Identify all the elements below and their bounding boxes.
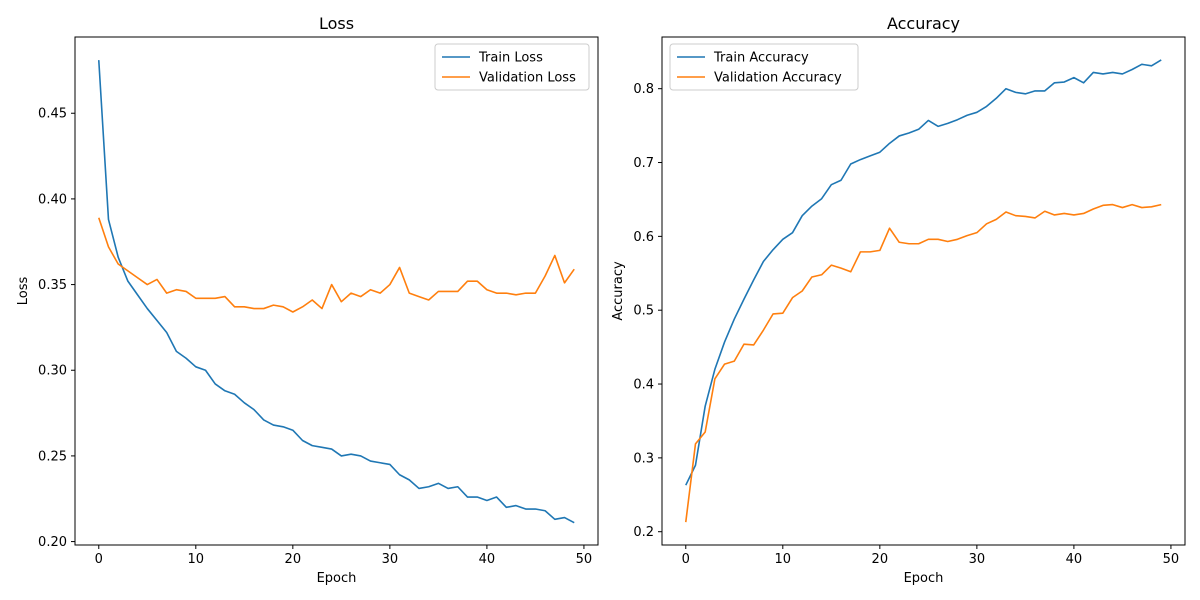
accuracy-x-axis-label: Epoch — [904, 571, 944, 586]
loss-legend-label-validation: Validation Loss — [479, 71, 576, 86]
accuracy-x-tick-label: 20 — [872, 552, 889, 567]
accuracy-plot-area: 0 10 20 30 40 50 0.2 0.3 0.4 0.5 0.6 0.7 0.8 Train Ac… — [633, 36, 1186, 567]
accuracy-x-tick-label: 50 — [1163, 552, 1180, 567]
loss-y-axis-label: Loss — [16, 277, 31, 306]
accuracy-y-tick-label: 0.4 — [633, 378, 654, 393]
accuracy-legend-label-train: Train Accuracy — [713, 51, 809, 66]
accuracy-x-tick-label: 0 — [682, 552, 690, 567]
accuracy-y-tick-label: 0.2 — [633, 525, 654, 540]
loss-y-tick-label: 0.30 — [38, 364, 67, 379]
accuracy-legend-box — [669, 43, 859, 91]
loss-x-tick-label: 20 — [285, 552, 302, 567]
accuracy-series-line-train — [685, 59, 1162, 486]
loss-y-tick-label: 0.40 — [38, 192, 67, 207]
loss-chart: Loss Epoch Loss 0 10 20 30 40 500.200.250.300… — [16, 14, 599, 586]
accuracy-y-tick-label: 0.7 — [633, 156, 654, 171]
accuracy-legend-label-validation: Validation Accuracy — [714, 71, 842, 86]
accuracy-legend: Train Accuracy Validation Accuracy — [669, 43, 859, 91]
loss-y-tick-label: 0.25 — [38, 449, 67, 464]
accuracy-chart: Accuracy Epoch Accuracy 0 10 20 30 40 50 0.2 0.… — [611, 14, 1186, 586]
loss-y-tick-label: 0.35 — [38, 278, 67, 293]
accuracy-x-tick-label: 10 — [775, 552, 792, 567]
loss-legend: Train Loss Validation Loss — [434, 43, 590, 91]
loss-y-tick-label: 0.45 — [38, 107, 67, 122]
loss-x-tick-label: 0 — [95, 552, 103, 567]
loss-y-tick-label: 0.20 — [38, 535, 67, 550]
loss-x-tick-label: 10 — [188, 552, 205, 567]
loss-axes-frame — [74, 36, 599, 546]
loss-x-tick-label: 40 — [479, 552, 496, 567]
loss-x-tick-label: 30 — [382, 552, 399, 567]
accuracy-y-axis-label: Accuracy — [611, 261, 626, 321]
loss-legend-label-train: Train Loss — [478, 51, 543, 66]
accuracy-y-tick-label: 0.5 — [633, 304, 654, 319]
accuracy-y-tick-label: 0.6 — [633, 230, 654, 245]
loss-plot-area: 0 10 20 30 40 50 0.20 0.25 0.30 0.35 0.40 0.45 Train… — [38, 36, 599, 567]
accuracy-axes-frame — [661, 36, 1186, 546]
accuracy-y-tick-label: 0.3 — [633, 451, 654, 466]
accuracy-y-tick-label: 0.8 — [633, 82, 654, 97]
loss-x-tick-label: 50 — [576, 552, 593, 567]
loss-series-line-train — [97, 60, 575, 524]
accuracy-x-tick-label: 30 — [969, 552, 986, 567]
loss-x-axis-label: Epoch — [317, 571, 357, 586]
accuracy-series-line-validation — [684, 203, 1162, 523]
loss-series-line-validation — [98, 217, 575, 313]
accuracy-x-tick-label: 40 — [1066, 552, 1083, 567]
accuracy-chart-title: Accuracy — [887, 14, 960, 33]
loss-legend-box — [434, 43, 590, 91]
loss-chart-title: Loss — [319, 14, 354, 33]
